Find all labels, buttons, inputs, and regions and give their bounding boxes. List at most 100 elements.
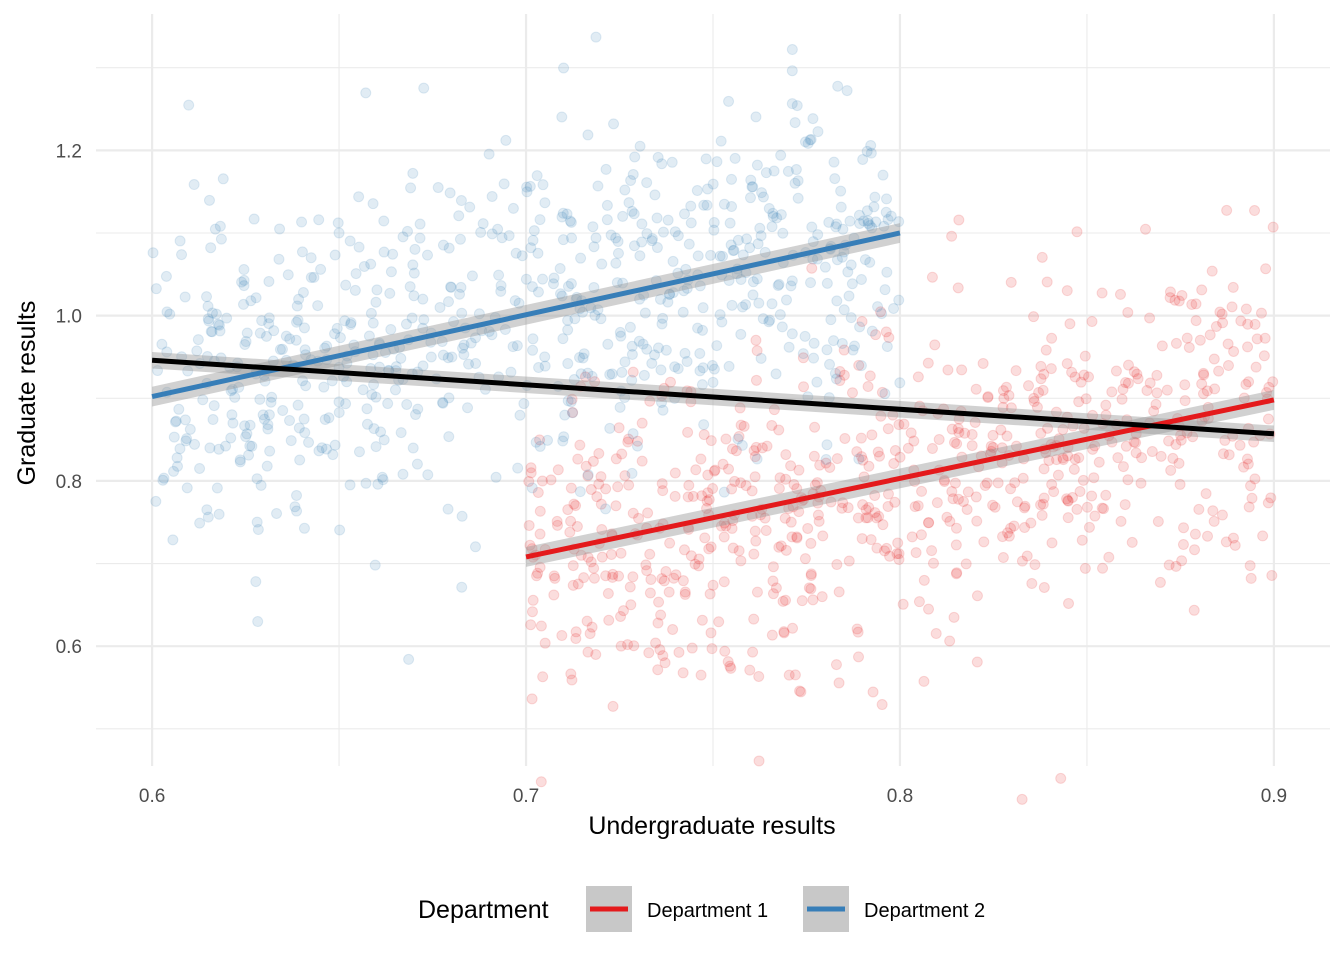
data-point xyxy=(492,223,504,235)
data-point xyxy=(912,371,924,383)
x-tick-label: 0.6 xyxy=(139,786,165,807)
data-point xyxy=(639,307,651,319)
data-point xyxy=(606,571,618,583)
data-point xyxy=(299,427,311,439)
data-point xyxy=(473,308,485,320)
data-point xyxy=(1208,353,1220,365)
data-point xyxy=(657,650,669,662)
data-point xyxy=(1148,405,1160,417)
fit-lines xyxy=(151,223,1275,567)
data-point xyxy=(619,470,631,482)
data-point xyxy=(564,215,576,227)
data-point xyxy=(852,626,864,638)
data-point xyxy=(534,434,546,446)
data-point xyxy=(718,486,730,498)
data-point xyxy=(852,512,864,524)
data-point xyxy=(778,627,790,639)
data-point xyxy=(838,304,850,316)
data-point xyxy=(319,342,331,354)
data-point xyxy=(768,404,780,416)
data-point xyxy=(234,454,246,466)
data-point xyxy=(179,291,191,303)
data-point xyxy=(1071,226,1083,238)
data-point xyxy=(654,644,666,656)
data-point xyxy=(201,291,213,303)
data-point xyxy=(805,537,817,549)
data-point xyxy=(204,442,216,454)
data-point xyxy=(615,330,627,342)
data-point xyxy=(862,512,874,524)
data-point xyxy=(1130,447,1142,459)
data-point xyxy=(923,517,935,529)
data-point xyxy=(395,352,407,364)
data-point xyxy=(579,371,591,383)
data-point xyxy=(652,342,664,354)
data-point xyxy=(970,491,982,503)
data-point xyxy=(820,457,832,469)
data-point xyxy=(891,548,903,560)
data-point xyxy=(174,443,186,455)
data-point xyxy=(1216,509,1228,521)
data-point xyxy=(345,319,357,331)
data-point xyxy=(610,453,622,465)
data-point xyxy=(923,603,935,615)
data-point xyxy=(707,483,719,495)
data-point xyxy=(836,502,848,514)
data-point xyxy=(660,344,672,356)
data-point xyxy=(858,471,870,483)
data-point xyxy=(1066,491,1078,503)
data-point xyxy=(667,623,679,635)
data-point xyxy=(581,615,593,627)
legend-label: Department 1 xyxy=(647,900,768,922)
data-point xyxy=(604,422,616,434)
data-point xyxy=(169,416,181,428)
data-point xyxy=(1052,469,1064,481)
data-point xyxy=(750,334,762,346)
data-point xyxy=(442,352,454,364)
data-point xyxy=(717,458,729,470)
data-point xyxy=(1155,450,1167,462)
data-point xyxy=(180,435,192,447)
data-point xyxy=(987,429,999,441)
data-point xyxy=(908,435,920,447)
data-point xyxy=(378,434,390,446)
data-point xyxy=(1227,532,1239,544)
data-point xyxy=(455,281,467,293)
data-point xyxy=(562,358,574,370)
data-point xyxy=(1036,509,1048,521)
data-point xyxy=(749,471,761,483)
data-point xyxy=(368,423,380,435)
data-point xyxy=(183,99,195,111)
data-point xyxy=(750,441,762,453)
data-point xyxy=(751,273,763,285)
data-point xyxy=(656,396,668,408)
data-point xyxy=(812,229,824,241)
data-point xyxy=(548,570,560,582)
data-point xyxy=(334,332,346,344)
data-point xyxy=(535,776,547,788)
data-point xyxy=(561,208,573,220)
data-point xyxy=(799,330,811,342)
data-point xyxy=(344,479,356,491)
data-point xyxy=(1204,329,1216,341)
data-point xyxy=(206,307,218,319)
data-point xyxy=(1083,371,1095,383)
data-point xyxy=(946,485,958,497)
data-point xyxy=(705,249,717,261)
data-point xyxy=(828,335,840,347)
data-point xyxy=(836,251,848,263)
data-point xyxy=(456,510,468,522)
data-point xyxy=(708,363,720,375)
data-point xyxy=(690,464,702,476)
data-point xyxy=(804,134,816,146)
data-point xyxy=(369,559,381,571)
data-point xyxy=(298,413,310,425)
data-point xyxy=(841,85,853,97)
data-point xyxy=(853,209,865,221)
data-point xyxy=(791,483,803,495)
y-axis-ticks: 0.6 0.8 1.0 1.2 xyxy=(56,141,82,658)
data-point xyxy=(656,318,668,330)
data-point xyxy=(664,288,676,300)
data-point xyxy=(855,273,867,285)
data-point xyxy=(735,328,747,340)
